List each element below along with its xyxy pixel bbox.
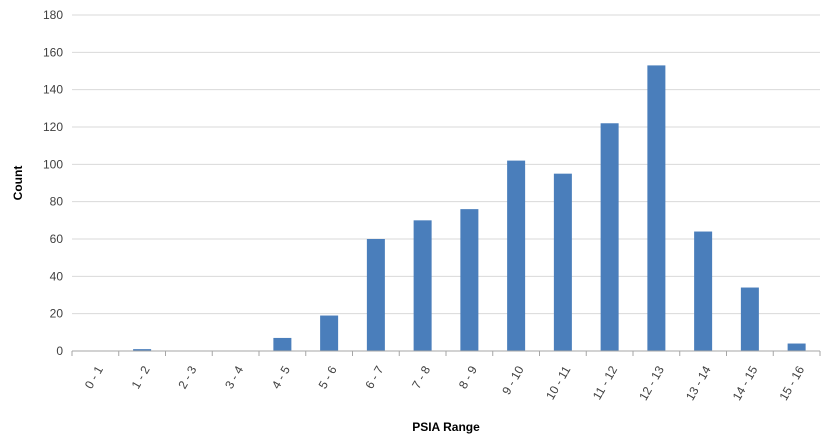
x-tick-label: 5 - 6 xyxy=(316,363,340,391)
y-tick-label: 160 xyxy=(43,45,63,59)
bar-13-14 xyxy=(694,231,713,351)
x-tick-label: 8 - 9 xyxy=(456,363,480,391)
y-tick-label: 100 xyxy=(43,157,63,171)
y-tick-label: 180 xyxy=(43,8,63,22)
x-tick-label: 3 - 4 xyxy=(222,363,246,391)
bar-1-2 xyxy=(133,349,152,351)
x-tick-label: 11 - 12 xyxy=(590,363,621,402)
bar-7-8 xyxy=(413,220,432,351)
x-tick-label: 6 - 7 xyxy=(362,363,386,391)
x-tick-label: 0 - 1 xyxy=(82,363,106,391)
y-tick-label: 140 xyxy=(43,83,63,97)
x-tick-label: 7 - 8 xyxy=(409,363,433,391)
y-tick-label: 20 xyxy=(50,307,64,321)
bar-14-15 xyxy=(740,287,759,351)
x-tick-label: 15 - 16 xyxy=(776,363,807,403)
x-tick-label: 12 - 13 xyxy=(636,363,667,403)
x-tick-label: 4 - 5 xyxy=(269,363,293,391)
x-tick-label: 10 - 11 xyxy=(543,363,574,402)
bar-4-5 xyxy=(273,337,292,351)
x-tick-marks xyxy=(71,351,821,356)
y-tick-label: 40 xyxy=(50,269,64,283)
x-tick-label: 14 - 15 xyxy=(730,363,761,403)
bar-15-16 xyxy=(787,343,806,351)
y-axis-title: Count xyxy=(11,166,25,201)
y-tick-label: 60 xyxy=(50,232,64,246)
bar-8-9 xyxy=(460,209,479,351)
bar-12-13 xyxy=(647,65,666,352)
x-tick-label: 1 - 2 xyxy=(129,363,153,391)
y-tick-label: 80 xyxy=(50,195,64,209)
bar-11-12 xyxy=(600,123,619,352)
grid-lines xyxy=(72,14,820,315)
x-tick-label: 2 - 3 xyxy=(175,363,199,391)
y-tick-labels: 0 20 40 60 80 100 120 140 160 180 xyxy=(43,8,63,358)
x-tick-labels: 0 - 1 1 - 2 2 - 3 3 - 4 4 - 5 5 - 6 6 - 7 7 - 8… xyxy=(82,363,808,403)
x-tick-label: 13 - 14 xyxy=(683,363,714,403)
y-tick-label: 0 xyxy=(56,344,63,358)
bars xyxy=(133,65,806,352)
bar-6-7 xyxy=(366,239,385,351)
x-tick-label: 9 - 10 xyxy=(499,363,527,397)
x-axis-title: PSIA Range xyxy=(412,420,480,434)
bar-10-11 xyxy=(553,173,572,351)
bar-5-6 xyxy=(320,315,339,351)
bar-9-10 xyxy=(507,160,526,351)
y-tick-label: 120 xyxy=(43,120,63,134)
